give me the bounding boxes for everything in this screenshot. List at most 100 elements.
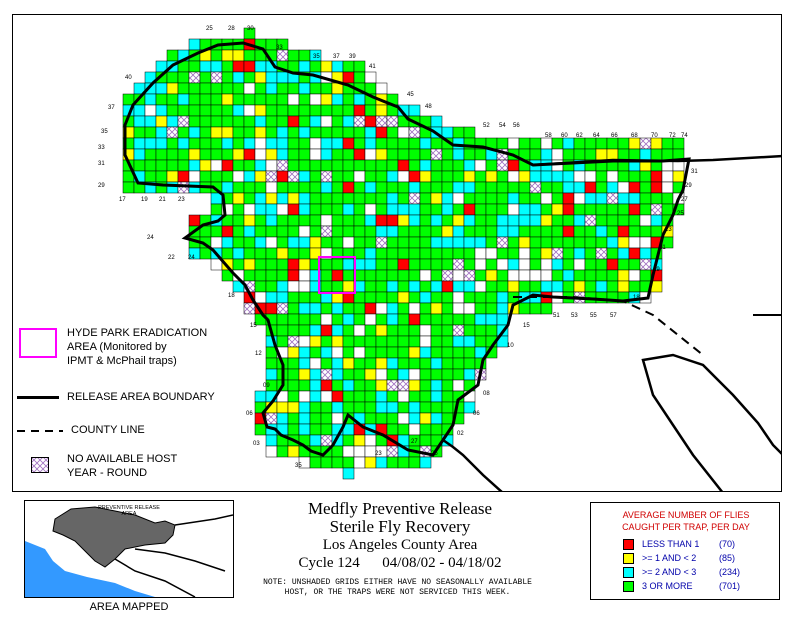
trap-grid-cell [298, 379, 311, 392]
trap-grid-cell [221, 236, 234, 249]
trap-grid-cell [551, 214, 564, 227]
trap-grid-cell [298, 324, 311, 337]
island-outline [641, 353, 781, 491]
trap-grid-cell [661, 148, 674, 161]
trap-grid-cell [430, 280, 443, 293]
trap-grid-cell [584, 258, 597, 271]
trap-grid-cell [628, 170, 641, 183]
trap-grid-cell [496, 159, 509, 172]
trap-grid-cell [254, 236, 267, 249]
trap-grid-cell [441, 225, 454, 238]
trap-grid-cell [287, 93, 300, 106]
trap-grid-cell [342, 170, 355, 183]
trap-grid-cell [474, 214, 487, 227]
trap-grid-cell [540, 192, 553, 205]
trap-grid-cell [529, 137, 542, 150]
trap-grid-cell [331, 214, 344, 227]
hyde-park-label-3: IPMT & McPhail traps) [67, 355, 177, 367]
trap-grid-cell [309, 148, 322, 161]
trap-grid-cell [342, 313, 355, 326]
trap-grid-cell [331, 203, 344, 216]
trap-grid-cell [375, 192, 388, 205]
trap-grid-cell [419, 225, 432, 238]
key-row-3plus: 3 OR MORE (701) [623, 581, 740, 593]
trap-grid-cell [672, 170, 685, 183]
trap-grid-cell [419, 159, 432, 172]
trap-grid-cell [584, 280, 597, 293]
trap-grid-cell [430, 302, 443, 315]
trap-grid-cell [386, 170, 399, 183]
trap-grid-cell [320, 401, 333, 414]
trap-grid-cell [298, 236, 311, 249]
trap-grid-cell [595, 137, 608, 150]
trap-grid-cell [331, 280, 344, 293]
trap-grid-cell [628, 236, 641, 249]
trap-grid-cell [441, 280, 454, 293]
grid-label: 15 [250, 323, 257, 329]
trap-grid-cell [408, 181, 421, 194]
trap-grid-cell [320, 115, 333, 128]
trap-grid-cell [254, 126, 267, 139]
trap-grid-cell [606, 258, 619, 271]
grid-label: 24 [147, 235, 154, 241]
trap-grid-cell [573, 269, 586, 282]
trap-grid-cell [232, 49, 245, 62]
trap-grid-cell [375, 324, 388, 337]
trap-grid-cell [606, 247, 619, 260]
trap-grid-cell [485, 291, 498, 304]
trap-grid-cell [298, 93, 311, 106]
trap-grid-cell [573, 192, 586, 205]
trap-grid-cell [155, 148, 168, 161]
trap-grid-cell [309, 313, 322, 326]
trap-grid-cell [210, 49, 223, 62]
trap-grid-cell [243, 148, 256, 161]
trap-grid-cell [419, 390, 432, 403]
trap-grid-cell [331, 368, 344, 381]
trap-grid-cell [606, 280, 619, 293]
trap-grid-cell [562, 181, 575, 194]
trap-grid-cell [320, 93, 333, 106]
trap-grid-cell [364, 225, 377, 238]
trap-grid-cell [408, 412, 421, 425]
trap-grid-cell [628, 181, 641, 194]
trap-grid-cell [287, 357, 300, 370]
trap-grid-cell [133, 148, 146, 161]
trap-grid-cell [485, 247, 498, 260]
trap-grid-cell [221, 82, 234, 95]
trap-grid-cell [309, 357, 322, 370]
trap-grid-cell [298, 49, 311, 62]
trap-grid-cell [397, 203, 410, 216]
trap-grid-cell [496, 302, 509, 315]
grid-label: 68 [631, 133, 638, 139]
trap-grid-cell [375, 104, 388, 117]
trap-grid-cell [441, 247, 454, 260]
trap-grid-cell [166, 170, 179, 183]
grid-label: 23 [375, 451, 382, 457]
trap-grid-cell [243, 258, 256, 271]
trap-grid-cell [463, 280, 476, 293]
coastline [442, 438, 503, 491]
trap-grid-cell [144, 115, 157, 128]
trap-grid-cell [397, 423, 410, 436]
trap-grid-cell [441, 181, 454, 194]
trap-grid-cell [584, 247, 597, 260]
trap-grid-cell [408, 170, 421, 183]
trap-grid-cell [386, 258, 399, 271]
trap-grid-cell [221, 181, 234, 194]
trap-grid-cell [452, 335, 465, 348]
trap-grid-cell [474, 280, 487, 293]
trap-grid-cell [364, 368, 377, 381]
trap-grid-cell [155, 115, 168, 128]
trap-grid-cell [562, 214, 575, 227]
trap-grid-cell [177, 82, 190, 95]
trap-grid-cell [496, 181, 509, 194]
trap-grid-cell [485, 170, 498, 183]
trap-grid-cell [496, 170, 509, 183]
trap-grid-cell [320, 170, 333, 183]
trap-grid-cell [210, 170, 223, 183]
inset-label-top: PREVENTIVE RELEASE [98, 505, 160, 511]
trap-grid-cell [287, 280, 300, 293]
trap-grid-cell [551, 170, 564, 183]
trap-grid-cell [397, 401, 410, 414]
trap-grid-cell [210, 159, 223, 172]
